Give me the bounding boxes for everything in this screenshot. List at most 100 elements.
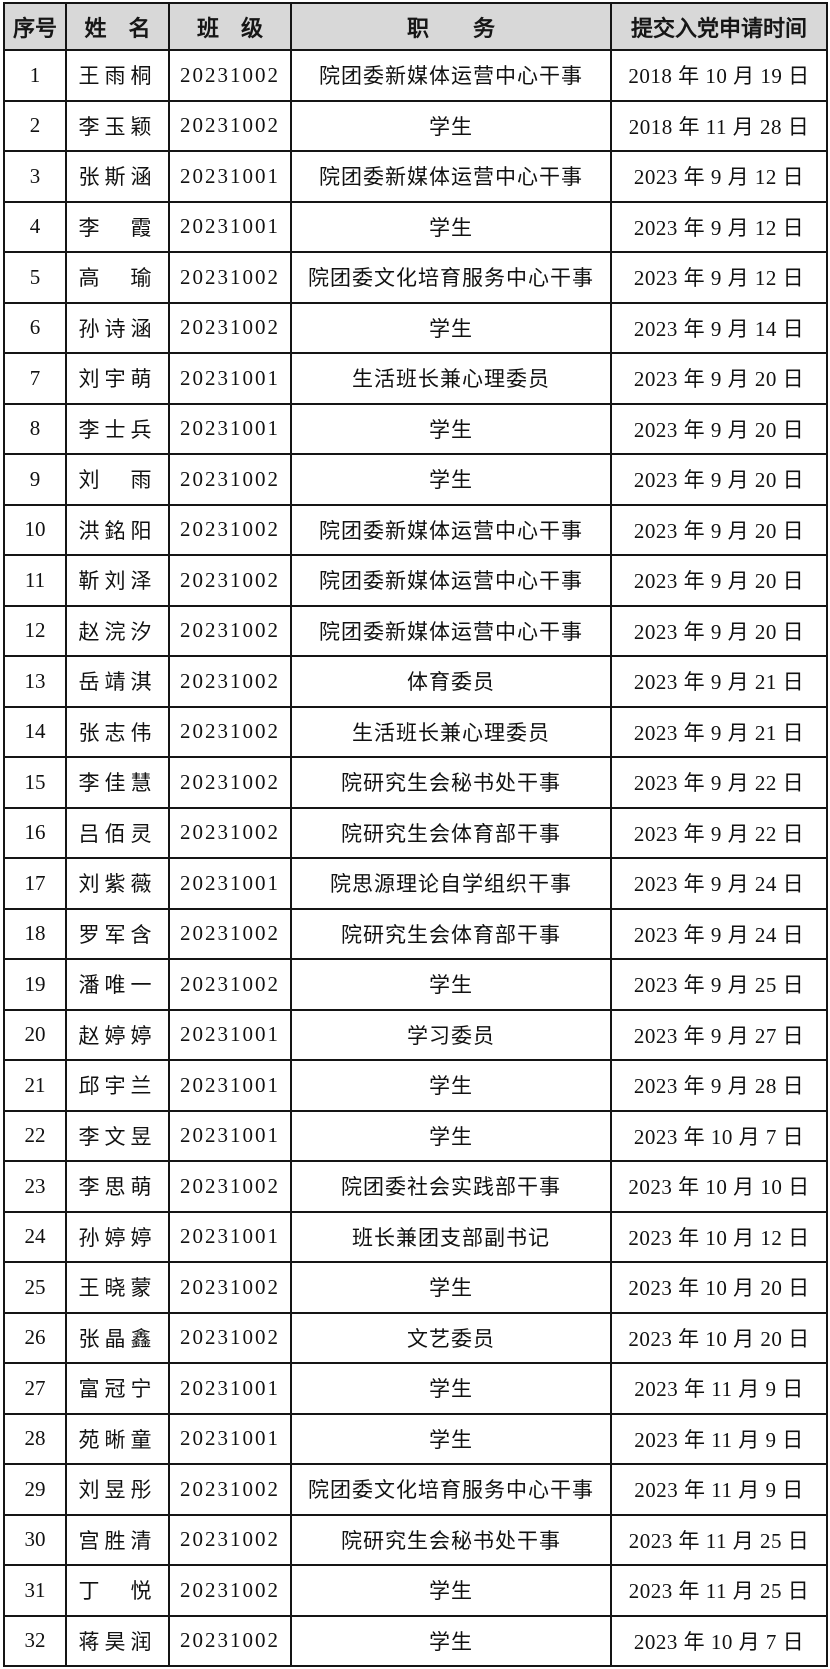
- cell-no: 24: [3, 1210, 67, 1263]
- table-row: 22 李文昱 20231001 学生 2023 年 10 月 7 日: [3, 1109, 828, 1162]
- cell-position: 院团委新媒体运营中心干事: [290, 150, 612, 203]
- cell-name: 刘昱彤: [65, 1463, 170, 1516]
- cell-name: 洪銘阳: [65, 503, 170, 556]
- cell-class: 20231002: [168, 1261, 292, 1314]
- table-row: 17 刘紫薇 20231001 院思源理论自学组织干事 2023 年 9 月 24 日: [3, 857, 828, 910]
- cell-name: 高 瑜: [65, 251, 170, 304]
- cell-no: 5: [3, 251, 67, 304]
- cell-date: 2023 年 9 月 21 日: [610, 655, 828, 708]
- cell-position: 生活班长兼心理委员: [290, 352, 612, 405]
- cell-date: 2018 年 11 月 28 日: [610, 99, 828, 152]
- col-header-no: 序号: [3, 2, 67, 51]
- cell-no: 31: [3, 1564, 67, 1617]
- cell-date: 2023 年 9 月 28 日: [610, 1059, 828, 1112]
- cell-name: 苑晰童: [65, 1412, 170, 1465]
- cell-class: 20231002: [168, 604, 292, 657]
- table-row: 14 张志伟 20231002 生活班长兼心理委员 2023 年 9 月 21 日: [3, 705, 828, 758]
- cell-no: 15: [3, 756, 67, 809]
- cell-no: 30: [3, 1513, 67, 1566]
- table-row: 19 潘唯一 20231002 学生 2023 年 9 月 25 日: [3, 958, 828, 1011]
- cell-date: 2023 年 9 月 24 日: [610, 907, 828, 960]
- cell-class: 20231002: [168, 705, 292, 758]
- cell-no: 19: [3, 958, 67, 1011]
- col-header-class: 班 级: [168, 2, 292, 51]
- cell-date: 2023 年 10 月 7 日: [610, 1614, 828, 1667]
- table-row: 15 李佳慧 20231002 院研究生会秘书处干事 2023 年 9 月 22 日: [3, 756, 828, 809]
- cell-name: 张志伟: [65, 705, 170, 758]
- cell-name: 赵婷婷: [65, 1008, 170, 1061]
- cell-name: 岳靖淇: [65, 655, 170, 708]
- cell-no: 1: [3, 49, 67, 102]
- cell-position: 院思源理论自学组织干事: [290, 857, 612, 910]
- cell-position: 学习委员: [290, 1008, 612, 1061]
- cell-name: 王晓蒙: [65, 1261, 170, 1314]
- cell-class: 20231001: [168, 857, 292, 910]
- cell-date: 2023 年 9 月 20 日: [610, 402, 828, 455]
- cell-class: 20231002: [168, 453, 292, 506]
- cell-class: 20231001: [168, 1109, 292, 1162]
- cell-name: 吕佰灵: [65, 806, 170, 859]
- table-row: 30 宫胜清 20231002 院研究生会秘书处干事 2023 年 11 月 25 日: [3, 1513, 828, 1566]
- table-row: 12 赵浣汐 20231002 院团委新媒体运营中心干事 2023 年 9 月 20 日: [3, 604, 828, 657]
- cell-date: 2023 年 9 月 20 日: [610, 503, 828, 556]
- cell-name: 刘 雨: [65, 453, 170, 506]
- table-row: 10 洪銘阳 20231002 院团委新媒体运营中心干事 2023 年 9 月 20 日: [3, 503, 828, 556]
- cell-date: 2023 年 9 月 12 日: [610, 200, 828, 253]
- cell-no: 4: [3, 200, 67, 253]
- cell-name: 张晶鑫: [65, 1311, 170, 1364]
- cell-position: 班长兼团支部副书记: [290, 1210, 612, 1263]
- cell-date: 2023 年 9 月 14 日: [610, 301, 828, 354]
- table-row: 25 王晓蒙 20231002 学生 2023 年 10 月 20 日: [3, 1261, 828, 1314]
- cell-position: 学生: [290, 1564, 612, 1617]
- cell-no: 25: [3, 1261, 67, 1314]
- table-row: 27 富冠宁 20231001 学生 2023 年 11 月 9 日: [3, 1362, 828, 1415]
- cell-date: 2023 年 9 月 20 日: [610, 352, 828, 405]
- cell-position: 院团委新媒体运营中心干事: [290, 503, 612, 556]
- cell-no: 22: [3, 1109, 67, 1162]
- cell-no: 7: [3, 352, 67, 405]
- cell-class: 20231002: [168, 1614, 292, 1667]
- cell-position: 学生: [290, 99, 612, 152]
- cell-no: 17: [3, 857, 67, 910]
- cell-no: 21: [3, 1059, 67, 1112]
- table-row: 31 丁 悦 20231002 学生 2023 年 11 月 25 日: [3, 1564, 828, 1617]
- table-row: 13 岳靖淇 20231002 体育委员 2023 年 9 月 21 日: [3, 655, 828, 708]
- cell-name: 孙婷婷: [65, 1210, 170, 1263]
- cell-no: 3: [3, 150, 67, 203]
- cell-position: 文艺委员: [290, 1311, 612, 1364]
- cell-class: 20231002: [168, 1160, 292, 1213]
- cell-no: 12: [3, 604, 67, 657]
- cell-position: 院团委新媒体运营中心干事: [290, 554, 612, 607]
- cell-name: 李玉颖: [65, 99, 170, 152]
- table-row: 29 刘昱彤 20231002 院团委文化培育服务中心干事 2023 年 11 月 9 …: [3, 1463, 828, 1516]
- cell-date: 2023 年 9 月 21 日: [610, 705, 828, 758]
- cell-position: 院团委新媒体运营中心干事: [290, 604, 612, 657]
- cell-class: 20231002: [168, 806, 292, 859]
- cell-class: 20231001: [168, 200, 292, 253]
- cell-date: 2023 年 11 月 9 日: [610, 1362, 828, 1415]
- cell-class: 20231002: [168, 1311, 292, 1364]
- cell-no: 32: [3, 1614, 67, 1667]
- cell-no: 29: [3, 1463, 67, 1516]
- cell-class: 20231001: [168, 150, 292, 203]
- cell-position: 院研究生会秘书处干事: [290, 756, 612, 809]
- cell-name: 赵浣汐: [65, 604, 170, 657]
- cell-name: 邱宇兰: [65, 1059, 170, 1112]
- cell-class: 20231002: [168, 1463, 292, 1516]
- cell-date: 2018 年 10 月 19 日: [610, 49, 828, 102]
- table-row: 1 王雨桐 20231002 院团委新媒体运营中心干事 2018 年 10 月 19 日: [3, 49, 828, 102]
- cell-position: 学生: [290, 958, 612, 1011]
- cell-no: 26: [3, 1311, 67, 1364]
- cell-name: 张斯涵: [65, 150, 170, 203]
- table-row: 23 李思萌 20231002 院团委社会实践部干事 2023 年 10 月 10 日: [3, 1160, 828, 1213]
- cell-no: 10: [3, 503, 67, 556]
- cell-name: 蒋昊润: [65, 1614, 170, 1667]
- cell-class: 20231002: [168, 301, 292, 354]
- cell-date: 2023 年 10 月 7 日: [610, 1109, 828, 1162]
- table-header: 序号 姓 名 班 级 职 务 提交入党申请时间: [3, 2, 828, 51]
- cell-name: 孙诗涵: [65, 301, 170, 354]
- cell-position: 学生: [290, 301, 612, 354]
- cell-date: 2023 年 9 月 20 日: [610, 453, 828, 506]
